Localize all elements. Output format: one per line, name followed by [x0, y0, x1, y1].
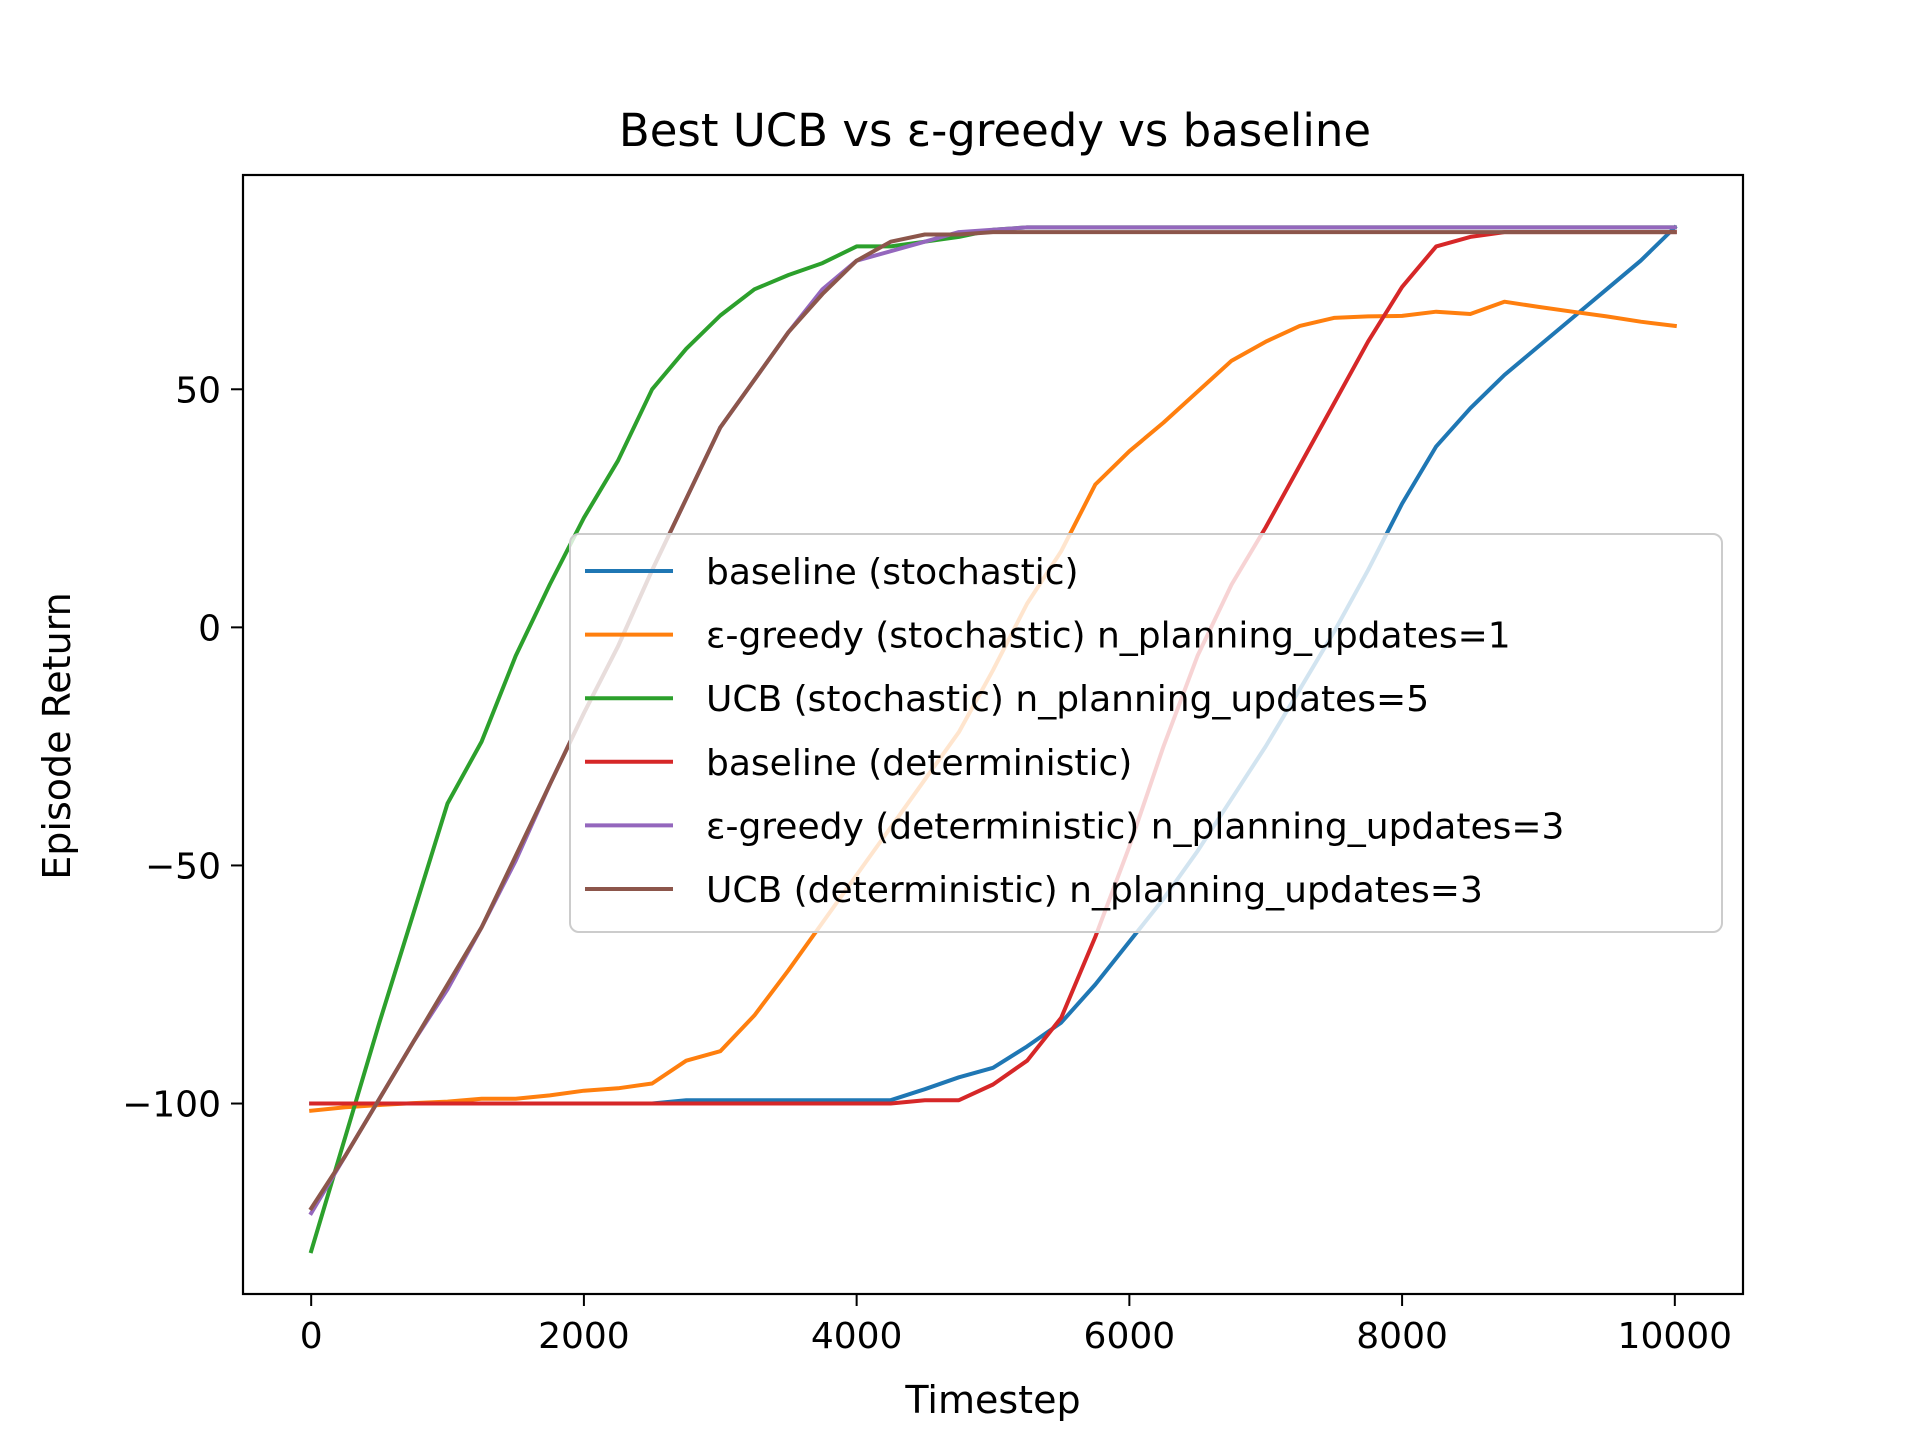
x-tick-label: 4000	[811, 1316, 903, 1357]
legend-label: baseline (stochastic)	[706, 552, 1079, 593]
chart-title: Best UCB vs ε-greedy vs baseline	[619, 104, 1371, 157]
legend-label: ε-greedy (deterministic) n_planning_upda…	[706, 806, 1564, 847]
legend-label: ε-greedy (stochastic) n_planning_updates…	[706, 616, 1511, 657]
legend-box	[569, 533, 1723, 933]
y-tick-label: −100	[122, 1085, 221, 1126]
x-tick-label: 6000	[1084, 1316, 1176, 1357]
x-tick-label: 2000	[538, 1316, 630, 1357]
x-tick-label: 10000	[1618, 1316, 1733, 1357]
y-tick-label: −50	[145, 846, 221, 887]
legend-label: baseline (deterministic)	[706, 743, 1132, 784]
y-tick-label: 50	[175, 370, 221, 411]
series-line-4	[309, 230, 1677, 1106]
legend-label: UCB (deterministic) n_planning_updates=3	[706, 870, 1483, 911]
legend: baseline (stochastic) ε-greedy (stochasti…	[569, 533, 1723, 933]
x-axis: 0 2000 4000 6000 8000 10000	[300, 1294, 1732, 1357]
series-line-6	[308, 230, 1677, 1212]
x-tick-label: 8000	[1356, 1316, 1448, 1357]
legend-label: UCB (stochastic) n_planning_updates=5	[706, 679, 1429, 720]
y-axis-label: Episode Return	[35, 592, 79, 879]
x-tick-label: 0	[300, 1316, 323, 1357]
x-axis-label: Timestep	[904, 1378, 1080, 1422]
y-axis: −100 −50 0 50	[122, 370, 243, 1126]
plot-frame	[241, 173, 1745, 1296]
y-tick-label: 0	[198, 608, 221, 649]
